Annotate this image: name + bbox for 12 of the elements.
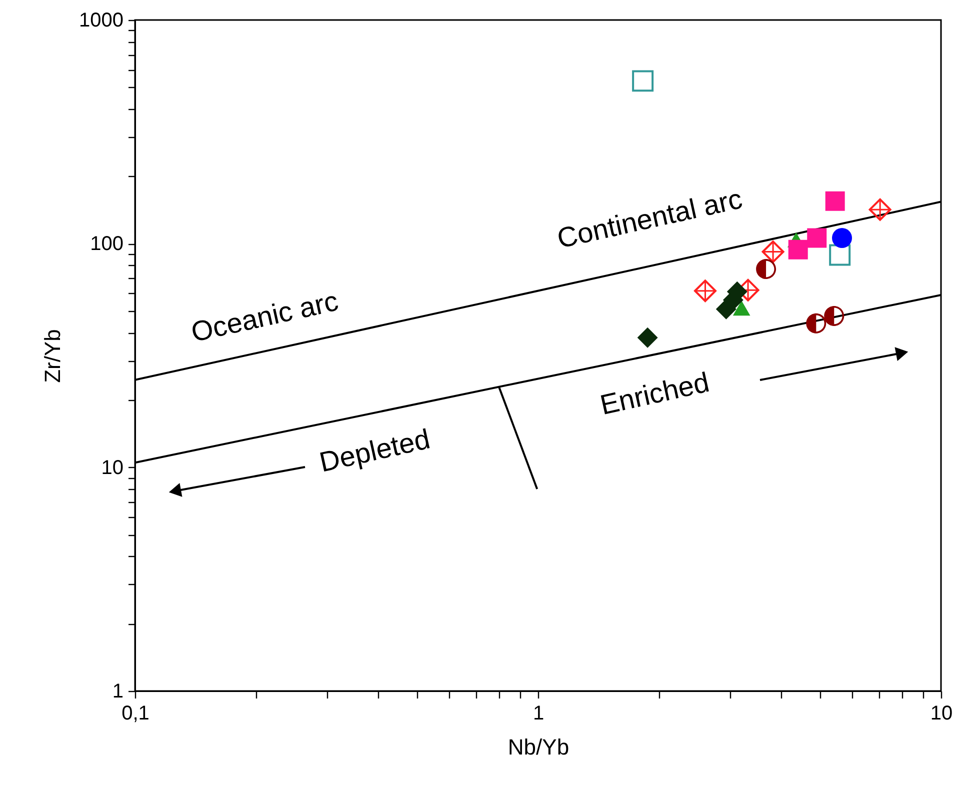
y-tick-label: 1: [112, 680, 124, 702]
y-tick-label: 1000: [79, 10, 124, 32]
x-tick-label: 0,1: [122, 702, 150, 724]
x-axis-title: Nb/Yb: [508, 734, 570, 760]
annotation: Enriched: [597, 366, 712, 421]
annotation: Oceanic arc: [188, 285, 341, 348]
annotation: Depleted: [316, 423, 433, 478]
x-tick-label: 1: [532, 702, 544, 724]
y-axis-title: Zr/Yb: [40, 329, 66, 383]
y-tick-label: 10: [101, 456, 124, 479]
x-tick-label: 10: [930, 702, 953, 724]
y-tick-label: 100: [90, 233, 124, 256]
